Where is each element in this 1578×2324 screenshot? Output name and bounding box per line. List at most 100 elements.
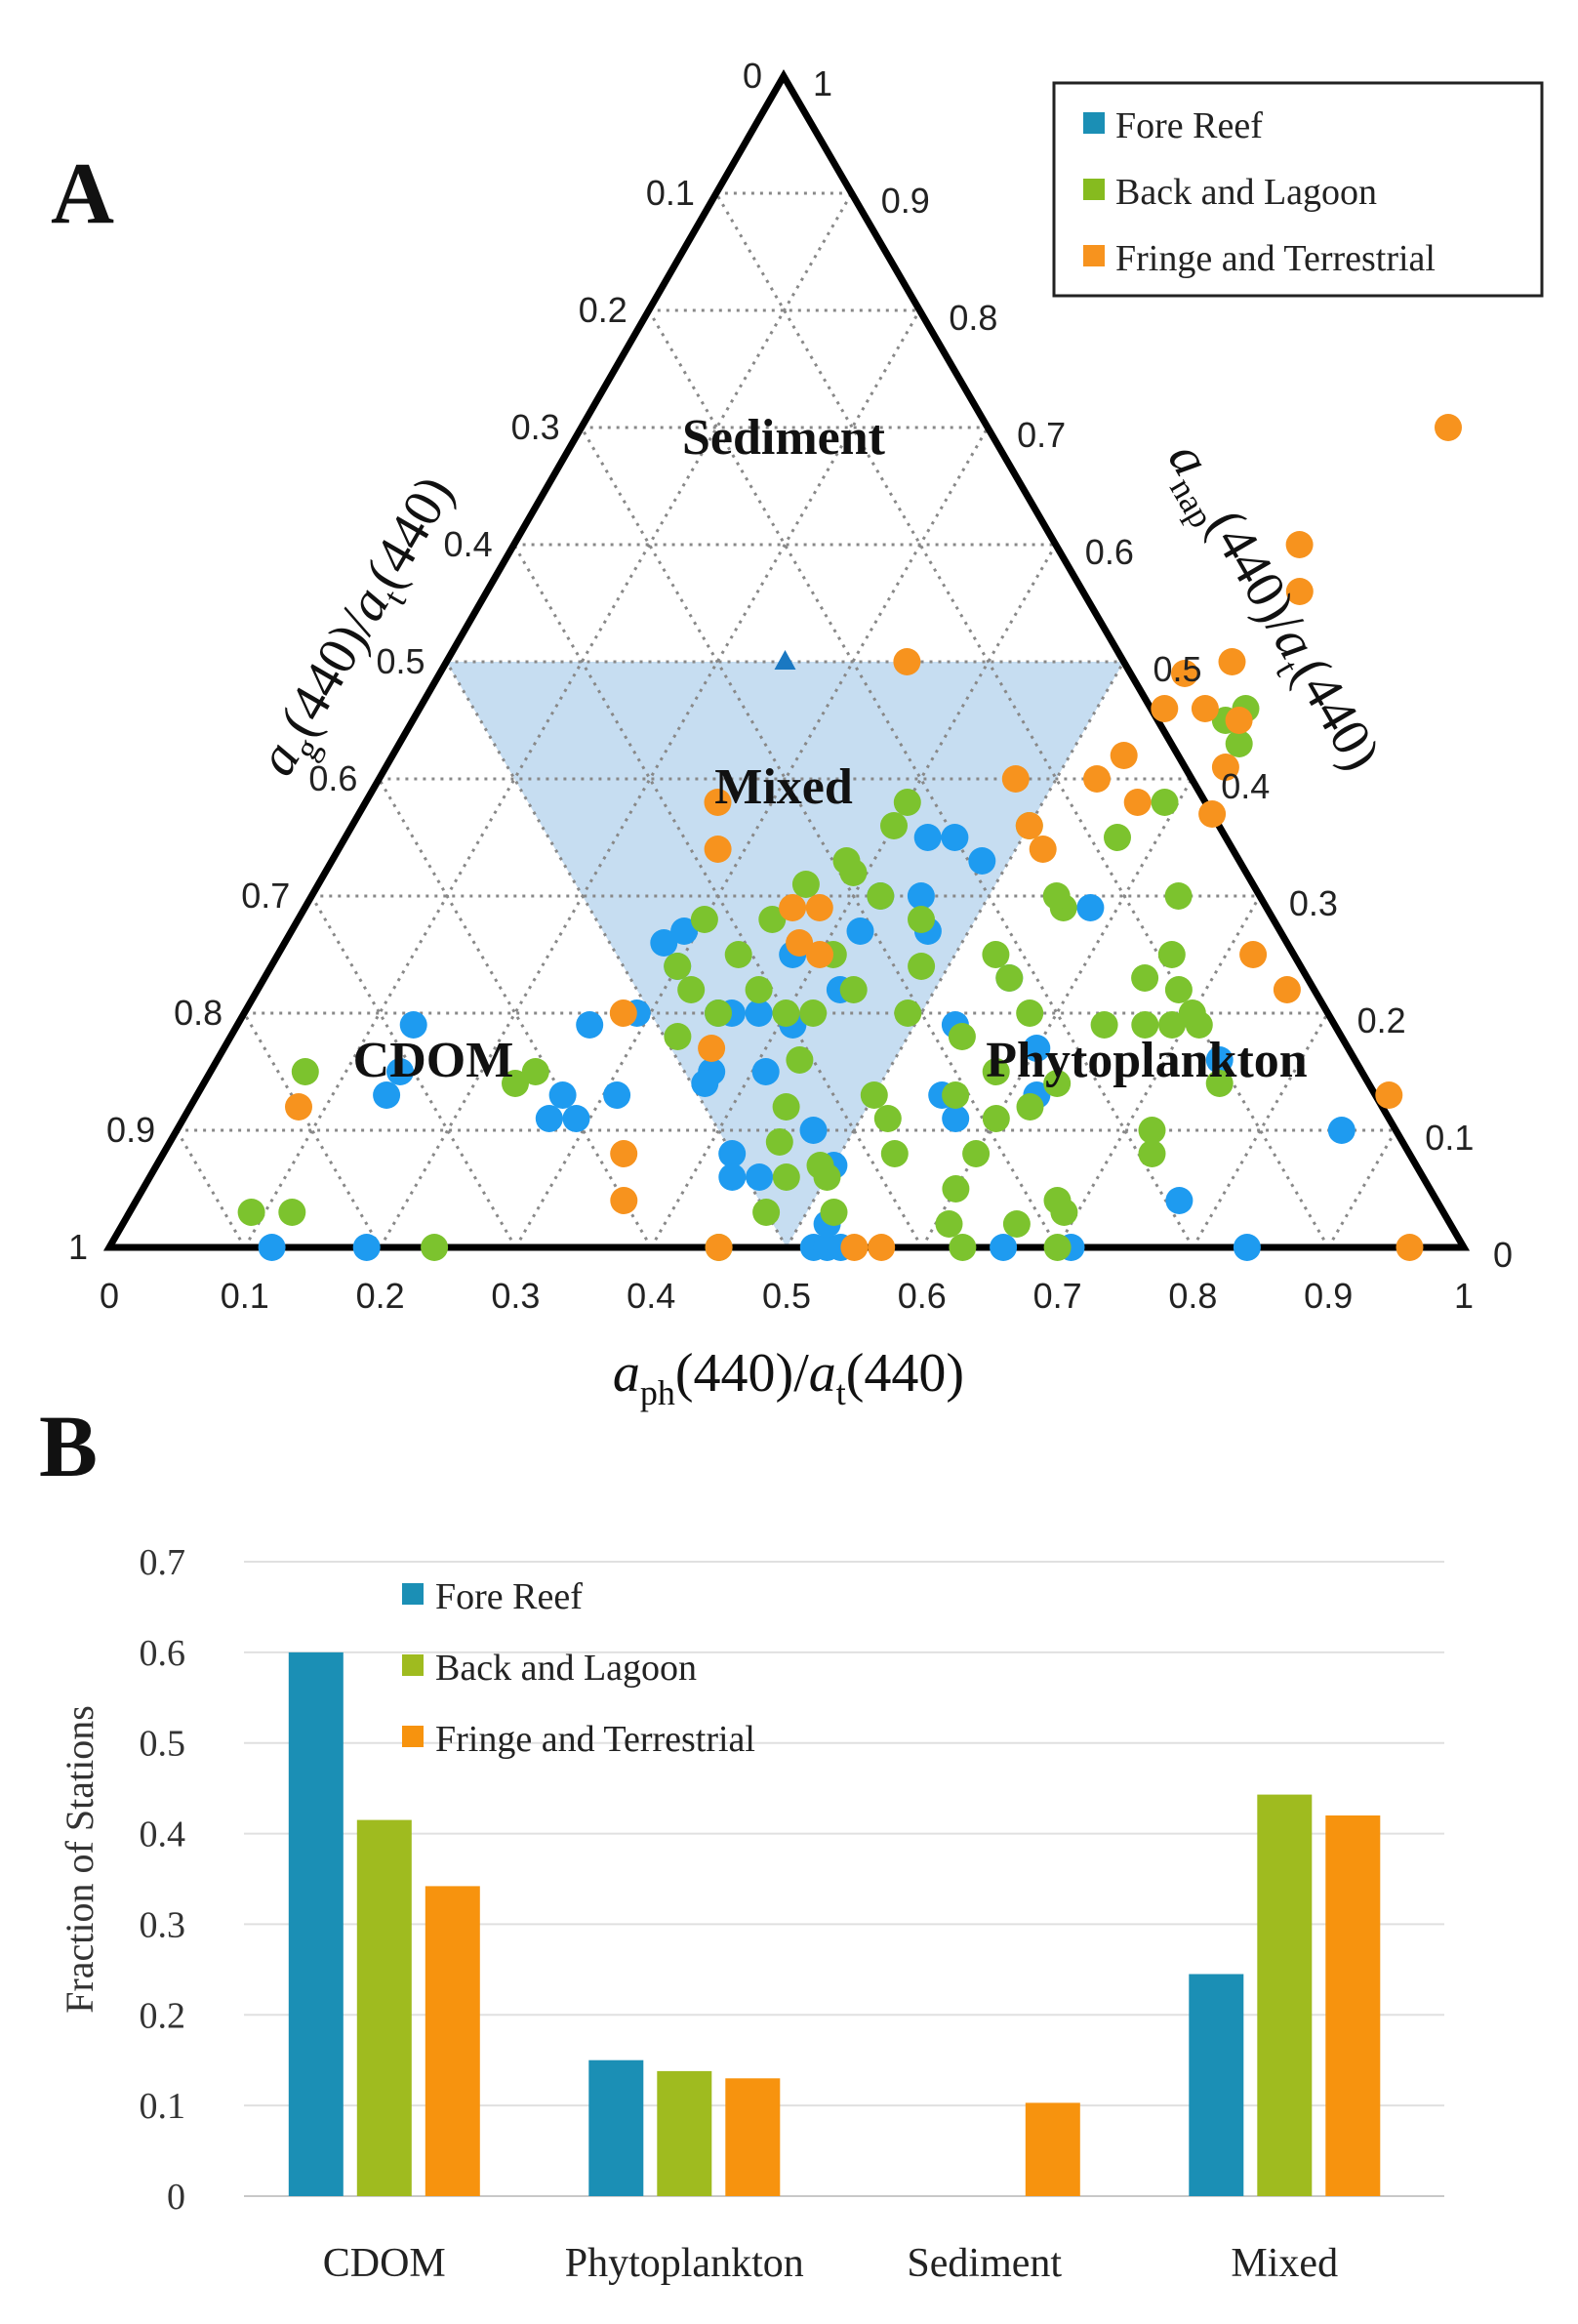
y-tick: 0.7 [140,1542,186,1583]
legend-a-label: Back and Lagoon [1115,172,1377,213]
bar-back-and-lagoon-phytoplankton [657,2070,712,2196]
bottom-tick: 0.4 [627,1276,675,1316]
data-point-fore-reef [942,1105,970,1132]
data-point-fore-reef [907,882,935,910]
left-tick: 0.6 [308,758,357,798]
y-tick: 0.6 [140,1633,186,1674]
left-tick: 0.3 [511,407,560,447]
data-point-fringe-and-terrestrial [786,929,814,957]
right-tick: 0.5 [1153,649,1202,689]
ternary-gridline [649,544,1058,1248]
y-axis-title: Fraction of Stations [58,1705,101,2014]
data-point-back-and-lagoon [942,1081,970,1109]
bottom-tick: 0.7 [1033,1276,1082,1316]
data-point-back-and-lagoon [677,976,706,1003]
data-point-back-and-lagoon [1104,824,1131,851]
bar-fore-reef-cdom [288,1651,344,2196]
data-point-fringe-and-terrestrial [779,894,807,921]
data-point-back-and-lagoon [772,1093,800,1121]
category-labels: CDOM Phytoplankton Sediment Mixed [323,2241,1338,2286]
left-tick: 0.7 [241,876,290,916]
bottom-tick: 0.5 [762,1276,811,1316]
region-label-sediment: Sediment [682,410,886,466]
data-point-back-and-lagoon [278,1199,306,1226]
data-point-back-and-lagoon [908,906,935,933]
bottom-tick: 0.3 [491,1276,540,1316]
data-point-fringe-and-terrestrial [1110,742,1138,769]
data-point-back-and-lagoon [1164,976,1193,1003]
data-point-fore-reef [258,1234,286,1261]
y-tick: 0.4 [140,1814,186,1855]
data-point-fringe-and-terrestrial [806,941,833,968]
ternary-gridline [920,778,1194,1248]
data-point-back-and-lagoon [962,1140,991,1167]
data-point-fringe-and-terrestrial [1225,707,1253,734]
data-point-fore-reef [576,1011,604,1039]
legend-a-swatch [1083,245,1105,266]
data-point-back-and-lagoon [908,953,936,980]
data-point-back-and-lagoon [942,1175,970,1203]
right-tick: 0.8 [949,298,997,338]
category-label: Sediment [907,2241,1062,2286]
data-point-fore-reef [1076,894,1105,921]
data-point-fringe-and-terrestrial [705,1234,733,1261]
data-point-back-and-lagoon [799,999,828,1027]
data-point-back-and-lagoon [820,1199,848,1226]
data-point-back-and-lagoon [1090,1011,1118,1039]
bottom-tick: 0 [100,1276,119,1316]
data-point-back-and-lagoon [948,1023,976,1050]
data-point-back-and-lagoon [880,1140,909,1167]
data-point-back-and-lagoon [982,1105,1010,1132]
legend-b-label: Fringe and Terrestrial [435,1719,755,1760]
data-point-fore-reef [799,1117,828,1144]
right-tick: 0.1 [1425,1118,1474,1158]
data-point-fringe-and-terrestrial [704,836,732,863]
data-point-fringe-and-terrestrial [1151,695,1179,722]
data-point-fore-reef [1205,1046,1234,1074]
right-tick: 0.2 [1357,1000,1406,1040]
left-tick: 0.5 [376,641,425,681]
data-point-fringe-and-terrestrial [1375,1081,1403,1109]
data-point-back-and-lagoon [1158,1011,1186,1039]
ternary-panel: A 0 0.1 0.2 0.3 0.4 0.5 0.6 0.7 0.8 0.9 … [51,56,1544,1412]
data-point-fore-reef [846,917,874,945]
left-tick: 0.9 [106,1110,155,1150]
data-point-back-and-lagoon [1225,730,1253,757]
legend-b-swatch [402,1726,424,1747]
bottom-tick: 0.6 [898,1276,947,1316]
data-point-back-and-lagoon [421,1234,449,1261]
data-point-fore-reef [386,1058,414,1085]
data-point-fringe-and-terrestrial [1083,765,1111,793]
data-point-fore-reef [1327,1117,1355,1144]
data-point-back-and-lagoon [772,999,800,1027]
legend-b: Fore Reef Back and Lagoon Fringe and Ter… [402,1576,755,1760]
bar-fringe-and-terrestrial-cdom [425,1886,480,2196]
data-point-fore-reef [968,847,996,875]
data-point-back-and-lagoon [791,871,820,898]
data-point-back-and-lagoon [772,1163,800,1191]
legend-a-swatch [1083,112,1105,134]
region-label-mixed: Mixed [714,759,853,815]
left-tick: 0.4 [444,524,493,564]
y-tick: 0.1 [140,2086,186,2127]
data-point-back-and-lagoon [1043,1070,1072,1097]
data-point-back-and-lagoon [765,1128,793,1156]
data-point-fringe-and-terrestrial [1239,941,1268,968]
data-point-back-and-lagoon [291,1058,319,1085]
ternary-gridline [785,661,1125,1248]
right-tick: 0 [1493,1235,1513,1275]
data-point-fringe-and-terrestrial [1171,660,1198,687]
y-tick: 0 [167,2177,185,2218]
data-point-fore-reef [399,1011,427,1039]
data-point-back-and-lagoon [1205,1070,1234,1097]
bar-panel: B 0 0.1 0.2 0.3 0.4 0.5 0.6 0.7 CDOM Phy… [39,1399,1444,2286]
data-point-back-and-lagoon [839,976,868,1003]
legend-a-label: Fore Reef [1115,105,1263,146]
data-point-fore-reef [562,1105,590,1132]
bottom-tick: 1 [1454,1276,1474,1316]
data-point-fore-reef [718,1163,747,1191]
data-point-back-and-lagoon [1138,1117,1166,1144]
panel-label-a: A [51,145,114,242]
data-point-back-and-lagoon [758,906,787,933]
legend-b-label: Fore Reef [435,1576,583,1617]
